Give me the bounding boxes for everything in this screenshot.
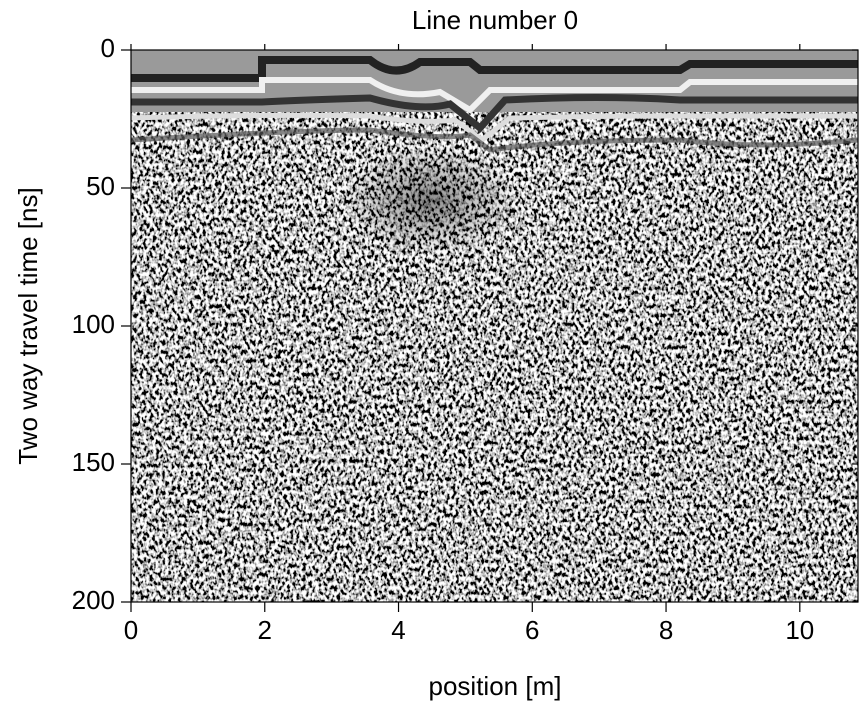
- radargram-image: [131, 50, 858, 602]
- y-tick-label: 100: [72, 309, 115, 339]
- x-tick-label: 2: [258, 615, 272, 645]
- y-tick-label: 200: [72, 585, 115, 615]
- x-tick-label: 8: [659, 615, 673, 645]
- y-tick-label: 50: [86, 171, 115, 201]
- y-tick-label: 0: [101, 33, 115, 63]
- x-tick-label: 4: [391, 615, 405, 645]
- x-tick-label: 6: [525, 615, 539, 645]
- y-axis-label: Two way travel time [ns]: [13, 187, 43, 464]
- x-tick-label: 10: [785, 615, 814, 645]
- chart-title: Line number 0: [412, 5, 578, 35]
- x-axis-label: position [m]: [429, 671, 562, 701]
- x-tick-label: 0: [124, 615, 138, 645]
- y-tick-label: 150: [72, 447, 115, 477]
